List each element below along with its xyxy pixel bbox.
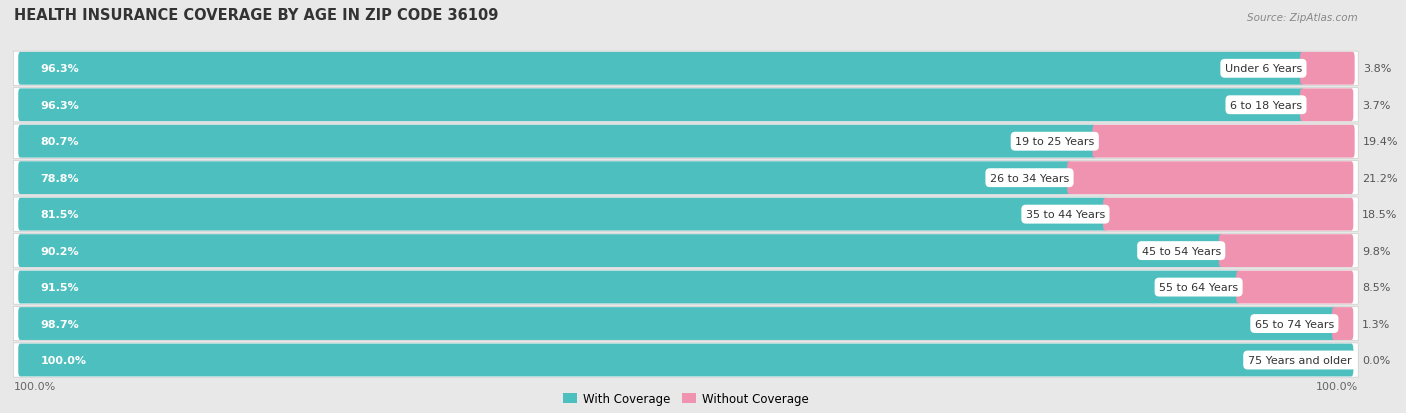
Text: 65 to 74 Years: 65 to 74 Years <box>1254 319 1334 329</box>
Text: 81.5%: 81.5% <box>41 210 79 220</box>
Text: 100.0%: 100.0% <box>41 355 86 365</box>
FancyBboxPatch shape <box>18 53 1303 85</box>
Text: 91.5%: 91.5% <box>41 282 79 292</box>
FancyBboxPatch shape <box>18 271 1240 304</box>
FancyBboxPatch shape <box>18 126 1097 158</box>
Text: 9.8%: 9.8% <box>1362 246 1391 256</box>
Text: 96.3%: 96.3% <box>41 100 79 111</box>
FancyBboxPatch shape <box>1236 271 1354 304</box>
Text: 96.3%: 96.3% <box>41 64 79 74</box>
Text: 19.4%: 19.4% <box>1364 137 1399 147</box>
FancyBboxPatch shape <box>18 307 1336 340</box>
FancyBboxPatch shape <box>1301 53 1354 85</box>
FancyBboxPatch shape <box>13 197 1358 232</box>
FancyBboxPatch shape <box>1331 307 1354 340</box>
Text: 75 Years and older: 75 Years and older <box>1247 355 1351 365</box>
Text: 0.0%: 0.0% <box>1362 355 1391 365</box>
Text: 100.0%: 100.0% <box>1316 381 1358 392</box>
FancyBboxPatch shape <box>1301 89 1354 122</box>
FancyBboxPatch shape <box>1067 162 1354 195</box>
Text: 8.5%: 8.5% <box>1362 282 1391 292</box>
FancyBboxPatch shape <box>13 270 1358 304</box>
FancyBboxPatch shape <box>13 343 1358 377</box>
FancyBboxPatch shape <box>1092 126 1354 158</box>
FancyBboxPatch shape <box>18 344 1354 377</box>
FancyBboxPatch shape <box>1104 198 1354 231</box>
Text: 100.0%: 100.0% <box>14 381 56 392</box>
Text: 19 to 25 Years: 19 to 25 Years <box>1015 137 1094 147</box>
Text: 21.2%: 21.2% <box>1362 173 1398 183</box>
FancyBboxPatch shape <box>18 162 1071 195</box>
FancyBboxPatch shape <box>13 307 1358 341</box>
Text: Under 6 Years: Under 6 Years <box>1225 64 1302 74</box>
Text: 18.5%: 18.5% <box>1362 210 1398 220</box>
Text: 90.2%: 90.2% <box>41 246 79 256</box>
FancyBboxPatch shape <box>18 198 1107 231</box>
FancyBboxPatch shape <box>13 125 1358 159</box>
Text: 26 to 34 Years: 26 to 34 Years <box>990 173 1069 183</box>
FancyBboxPatch shape <box>18 235 1223 267</box>
FancyBboxPatch shape <box>13 161 1358 195</box>
FancyBboxPatch shape <box>1219 235 1354 267</box>
Text: 78.8%: 78.8% <box>41 173 79 183</box>
FancyBboxPatch shape <box>13 234 1358 268</box>
Text: HEALTH INSURANCE COVERAGE BY AGE IN ZIP CODE 36109: HEALTH INSURANCE COVERAGE BY AGE IN ZIP … <box>14 7 498 23</box>
FancyBboxPatch shape <box>18 89 1303 122</box>
Text: 55 to 64 Years: 55 to 64 Years <box>1159 282 1239 292</box>
Text: 3.7%: 3.7% <box>1362 100 1391 111</box>
Text: 3.8%: 3.8% <box>1364 64 1392 74</box>
FancyBboxPatch shape <box>13 52 1358 86</box>
Legend: With Coverage, Without Coverage: With Coverage, Without Coverage <box>558 387 814 409</box>
Text: 80.7%: 80.7% <box>41 137 79 147</box>
FancyBboxPatch shape <box>13 88 1358 123</box>
Text: 45 to 54 Years: 45 to 54 Years <box>1142 246 1220 256</box>
Text: 6 to 18 Years: 6 to 18 Years <box>1230 100 1302 111</box>
Text: 1.3%: 1.3% <box>1362 319 1391 329</box>
Text: Source: ZipAtlas.com: Source: ZipAtlas.com <box>1247 12 1358 23</box>
Text: 35 to 44 Years: 35 to 44 Years <box>1026 210 1105 220</box>
Text: 98.7%: 98.7% <box>41 319 79 329</box>
